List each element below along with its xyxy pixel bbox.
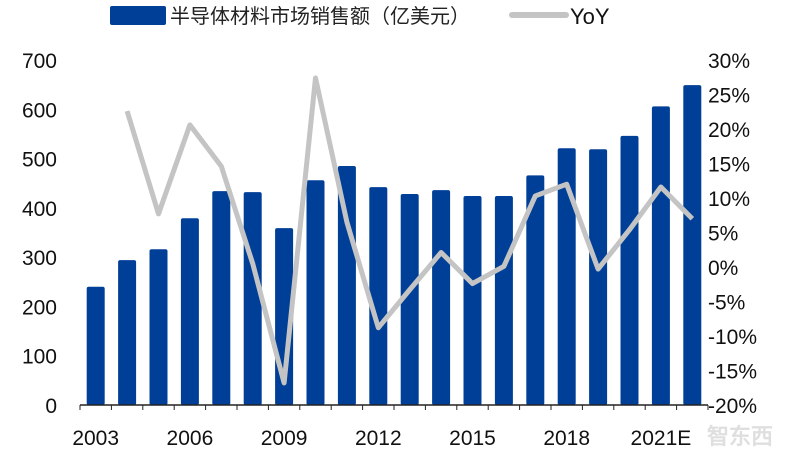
bar-2019 [589, 149, 608, 405]
bar-2016 [494, 196, 513, 405]
bar-2006 [180, 218, 199, 405]
legend-bar-swatch [110, 6, 166, 25]
bar-2018 [557, 148, 576, 405]
bar-2005 [149, 249, 168, 405]
bar-2017 [526, 175, 545, 405]
left-tick-label: 500 [22, 149, 57, 172]
left-tick-label: 400 [22, 198, 57, 221]
legend: 半导体材料市场销售额（亿美元） YoY [110, 4, 610, 29]
left-tick-label: 300 [22, 247, 57, 270]
x-tick-label: 2015 [449, 427, 496, 450]
x-tick-label: 2018 [543, 427, 590, 450]
bar-2022E [683, 85, 702, 405]
x-tick-label: 2003 [72, 427, 119, 450]
left-tick-label: 0 [45, 395, 57, 418]
right-tick-label: 15% [708, 154, 750, 177]
bar-2012 [369, 187, 388, 405]
right-tick-label: -20% [708, 395, 757, 418]
right-tick-label: -15% [708, 361, 757, 384]
bar-2015 [463, 196, 482, 405]
legend-line-label: YoY [570, 4, 610, 29]
right-tick-label: -5% [708, 292, 745, 315]
right-tick-label: 5% [708, 223, 738, 246]
bar-2013 [400, 194, 419, 405]
left-tick-label: 100 [22, 346, 57, 369]
x-tick-label: 2006 [167, 427, 214, 450]
bar-2021E [651, 106, 670, 405]
bar-2008 [243, 192, 262, 405]
x-tick-label: 2009 [261, 427, 308, 450]
bar-2003 [86, 286, 105, 405]
legend-bar-label: 半导体材料市场销售额（亿美元） [170, 5, 470, 28]
right-tick-label: 0% [708, 257, 738, 280]
x-tick-label: 2012 [355, 427, 402, 450]
bar-2014 [432, 190, 451, 405]
right-tick-label: 25% [708, 85, 750, 108]
left-tick-label: 600 [22, 99, 57, 122]
bar-2020 [620, 135, 639, 405]
left-tick-label: 200 [22, 296, 57, 319]
right-tick-label: -10% [708, 326, 757, 349]
bar-2011 [337, 165, 356, 405]
left-tick-label: 700 [22, 50, 57, 73]
right-tick-label: 30% [708, 50, 750, 73]
bar-2004 [118, 260, 137, 405]
yoy-line [124, 75, 695, 386]
bar-2010 [306, 180, 325, 405]
bar-2007 [212, 191, 231, 405]
watermark: 智东西 [707, 424, 773, 449]
right-tick-label: 20% [708, 119, 750, 142]
x-tick-label: 2021E [631, 427, 692, 450]
right-tick-label: 10% [708, 188, 750, 211]
